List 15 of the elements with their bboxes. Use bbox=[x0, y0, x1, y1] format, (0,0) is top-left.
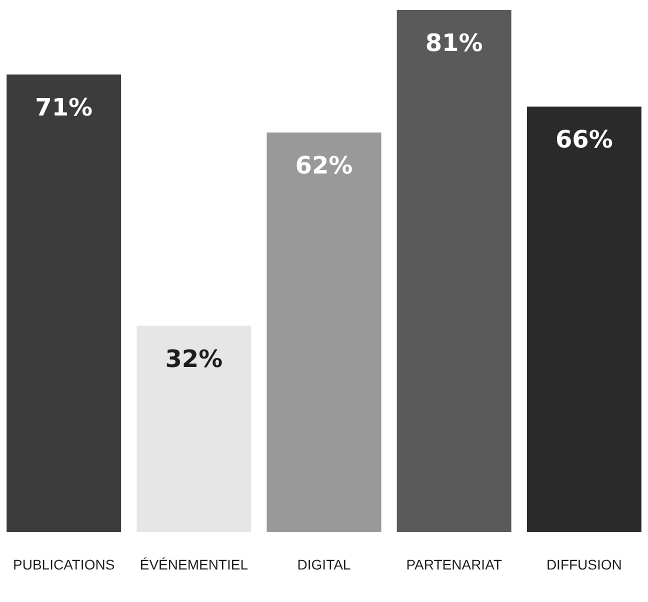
data-label: 32% bbox=[165, 344, 223, 373]
bar bbox=[526, 106, 642, 532]
data-label: 71% bbox=[35, 93, 93, 122]
bar bbox=[136, 326, 252, 532]
data-label: 66% bbox=[555, 126, 613, 154]
x-tick-label: DIGITAL bbox=[297, 556, 351, 572]
data-label: 81% bbox=[425, 29, 483, 57]
x-tick-label: PARTENARIAT bbox=[406, 556, 502, 572]
bar bbox=[6, 74, 122, 532]
x-tick-label: PUBLICATIONS bbox=[13, 556, 115, 572]
bar bbox=[266, 132, 382, 532]
bar bbox=[396, 10, 512, 532]
x-tick-label: ÉVÉNEMENTIEL bbox=[140, 556, 248, 572]
data-label: 62% bbox=[295, 151, 353, 180]
x-tick-label: DIFFUSION bbox=[546, 556, 622, 572]
